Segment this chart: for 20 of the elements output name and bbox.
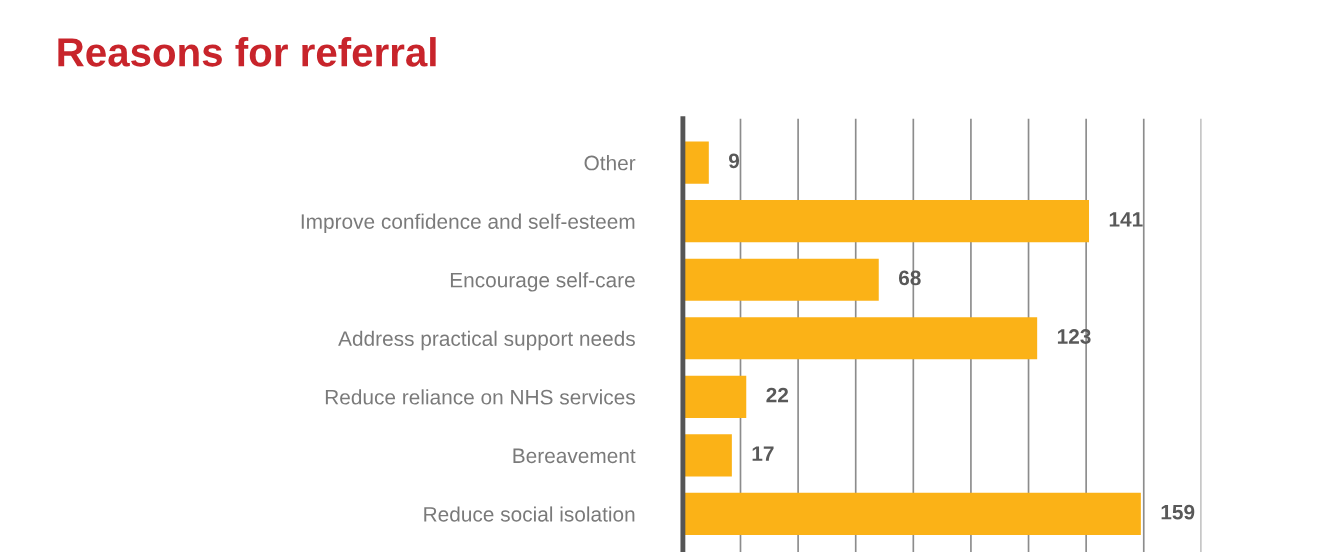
- bar: [682, 375, 747, 418]
- data-label: 159: [1161, 504, 1195, 520]
- y-tick-label: Address practical support needs: [338, 330, 635, 351]
- bar: [682, 141, 709, 184]
- bar: [682, 434, 732, 477]
- data-label: 141: [1109, 212, 1143, 227]
- y-tick-label: Reduce reliance on NHS services: [325, 389, 635, 405]
- data-label: 17: [752, 446, 774, 461]
- y-tick-label: Improve confidence and self-esteem: [301, 213, 635, 234]
- bar: [682, 258, 879, 301]
- y-tick-label: Bereavement: [513, 448, 636, 464]
- y-tick-label: Reduce social isolation: [424, 506, 635, 522]
- bar: [682, 492, 1141, 536]
- bar: [682, 317, 1038, 360]
- y-tick-label: Other: [584, 155, 636, 171]
- y-tick-label: Encourage self-care: [450, 272, 635, 292]
- text: Reasons for referral: [58, 37, 436, 67]
- data-label: 9: [728, 153, 740, 169]
- data-label: 22: [766, 387, 789, 403]
- bar: [682, 200, 1090, 243]
